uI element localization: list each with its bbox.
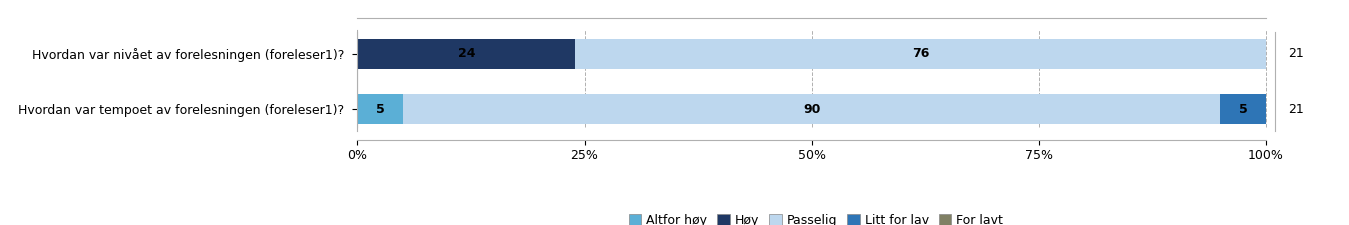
Text: 24: 24 — [457, 47, 475, 60]
Bar — [403, 94, 1221, 124]
Bar — [576, 39, 1265, 69]
Text: 5: 5 — [376, 103, 384, 116]
Text: 90: 90 — [803, 103, 820, 116]
Legend: Altfor høy, Høy, Passelig, Litt for lav, For lavt: Altfor høy, Høy, Passelig, Litt for lav,… — [625, 209, 1008, 225]
Text: 21: 21 — [1288, 103, 1304, 116]
Text: 5: 5 — [1238, 103, 1248, 116]
Text: 76: 76 — [912, 47, 929, 60]
Bar — [357, 94, 403, 124]
Text: 21: 21 — [1288, 47, 1304, 60]
Bar — [357, 39, 576, 69]
Bar — [1221, 94, 1265, 124]
